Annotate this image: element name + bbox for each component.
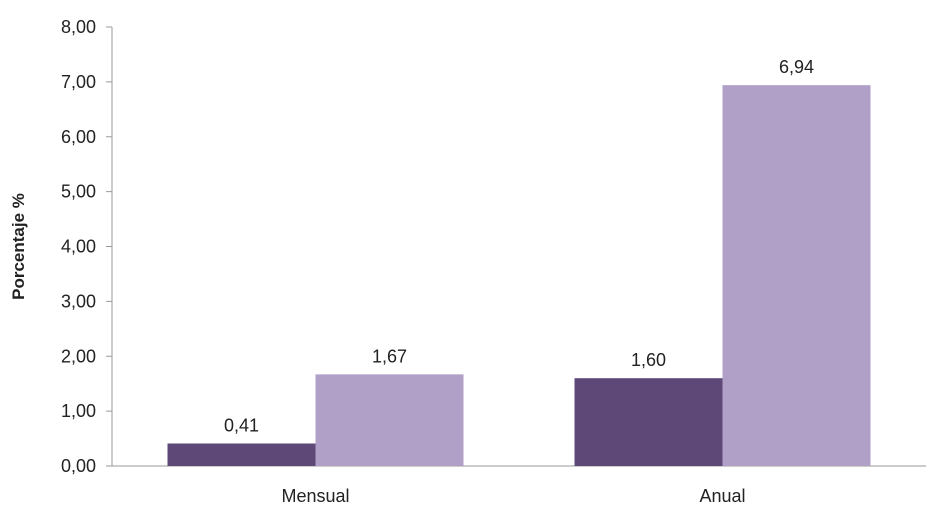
y-tick-label: 8,00 [61, 17, 96, 37]
y-tick-label: 2,00 [61, 346, 96, 366]
y-tick-label: 4,00 [61, 237, 96, 257]
y-tick-label: 3,00 [61, 291, 96, 311]
y-tick-label: 1,00 [61, 401, 96, 421]
x-axis-categories: Mensual Anual [281, 486, 745, 506]
data-label: 6,94 [779, 57, 814, 77]
y-tick-label: 6,00 [61, 127, 96, 147]
data-label: 1,67 [372, 346, 407, 366]
data-labels: 0,41 1,67 1,60 6,94 [224, 57, 814, 435]
bar [315, 374, 464, 466]
bar [722, 85, 871, 466]
y-tick-label: 5,00 [61, 182, 96, 202]
y-tick-label: 7,00 [61, 72, 96, 92]
bars [167, 85, 871, 466]
data-label: 1,60 [631, 350, 666, 370]
y-axis-label: Porcentaje % [9, 193, 28, 300]
y-axis-ticks: 0,00 1,00 2,00 3,00 4,00 5,00 6,00 7,00 8,00 [61, 17, 112, 476]
x-category-label: Anual [699, 486, 745, 506]
y-tick-label: 0,00 [61, 456, 96, 476]
bar [167, 443, 316, 466]
bar [574, 378, 723, 466]
x-category-label: Mensual [281, 486, 349, 506]
data-label: 0,41 [224, 416, 259, 436]
